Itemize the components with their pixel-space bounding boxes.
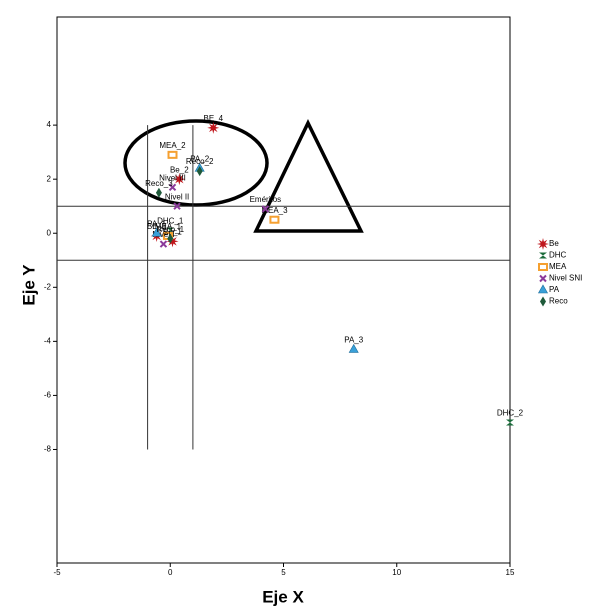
point-label: PA_2 bbox=[190, 154, 210, 163]
x-tick-label: 10 bbox=[392, 568, 401, 577]
point-label: PA_3 bbox=[344, 336, 364, 345]
legend-marker bbox=[537, 284, 549, 294]
point bbox=[196, 166, 203, 177]
point-label: DHC_2 bbox=[497, 409, 524, 418]
y-tick-label: 4 bbox=[47, 120, 52, 129]
triangle-annotation bbox=[253, 118, 364, 233]
y-tick-label: 2 bbox=[47, 174, 52, 183]
legend-label: Reco bbox=[549, 297, 568, 306]
y-tick-label: -2 bbox=[44, 282, 52, 291]
legend-marker bbox=[537, 238, 549, 250]
y-tick-label: 0 bbox=[47, 228, 52, 237]
point-label: Be_2 bbox=[170, 165, 189, 174]
point bbox=[168, 183, 177, 191]
legend-label: Nivel SNI bbox=[549, 274, 582, 283]
point-label: MEA_1 bbox=[155, 222, 182, 231]
point-label: Reco_3 bbox=[145, 179, 173, 188]
point bbox=[348, 343, 359, 353]
legend-marker bbox=[538, 263, 548, 271]
x-tick-label: 15 bbox=[506, 568, 515, 577]
legend-label: MEA bbox=[549, 262, 567, 271]
y-tick-label: -8 bbox=[44, 445, 52, 454]
point-label: Nivel I bbox=[152, 230, 174, 239]
point bbox=[151, 227, 162, 237]
point bbox=[207, 121, 220, 134]
y-axis-title: Eje Y bbox=[19, 264, 38, 306]
point-label: PA_1 bbox=[147, 219, 167, 228]
point bbox=[261, 205, 270, 213]
legend-marker bbox=[539, 274, 547, 283]
legend-label: PA bbox=[549, 285, 560, 294]
legend-marker bbox=[540, 296, 546, 307]
point-label: DHC_1 bbox=[157, 217, 184, 226]
point bbox=[167, 233, 174, 244]
point-label: Reco_2 bbox=[186, 157, 214, 166]
x-axis-title: Eje X bbox=[262, 587, 304, 606]
point-label: Nivel III bbox=[159, 173, 186, 182]
y-tick-label: -4 bbox=[44, 336, 52, 345]
plot-frame bbox=[56, 16, 511, 564]
point bbox=[173, 173, 186, 186]
point-label: Reco_1 bbox=[156, 225, 184, 234]
x-tick-label: 5 bbox=[281, 568, 286, 577]
legend-label: DHC bbox=[549, 251, 567, 260]
y-tick-label: -6 bbox=[44, 391, 52, 400]
point bbox=[167, 150, 178, 159]
legend-marker bbox=[539, 252, 547, 259]
point bbox=[506, 419, 514, 426]
point-label: Nivel II bbox=[165, 192, 189, 201]
point-label: MEA_3 bbox=[261, 206, 288, 215]
point-label: BE_3 bbox=[147, 222, 167, 231]
ellipse-annotation bbox=[123, 119, 269, 207]
point-label: Eméritos bbox=[250, 195, 282, 204]
point-label: MEA_2 bbox=[159, 141, 186, 150]
point bbox=[159, 240, 168, 248]
point bbox=[269, 215, 280, 224]
point bbox=[173, 202, 181, 210]
point-label: BE_4 bbox=[203, 114, 223, 123]
legend-label: Be bbox=[549, 239, 559, 248]
point bbox=[155, 187, 162, 198]
x-tick-label: -5 bbox=[53, 568, 61, 577]
x-tick-label: 0 bbox=[168, 568, 173, 577]
